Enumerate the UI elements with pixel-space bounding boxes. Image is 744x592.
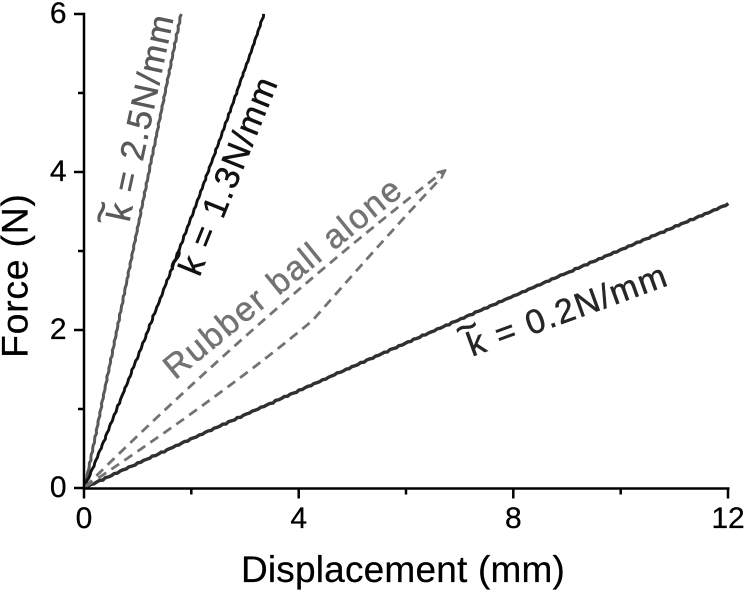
svg-text:4: 4 <box>50 155 67 188</box>
svg-text:6: 6 <box>50 0 67 30</box>
svg-text:12: 12 <box>711 502 744 535</box>
svg-text:2: 2 <box>50 313 67 346</box>
svg-text:Force (N): Force (N) <box>0 193 36 358</box>
svg-text:0: 0 <box>76 502 93 535</box>
svg-text:0: 0 <box>50 471 67 504</box>
svg-text:8: 8 <box>505 502 522 535</box>
svg-text:4: 4 <box>290 502 307 535</box>
svg-text:Displacement (mm): Displacement (mm) <box>241 549 565 590</box>
